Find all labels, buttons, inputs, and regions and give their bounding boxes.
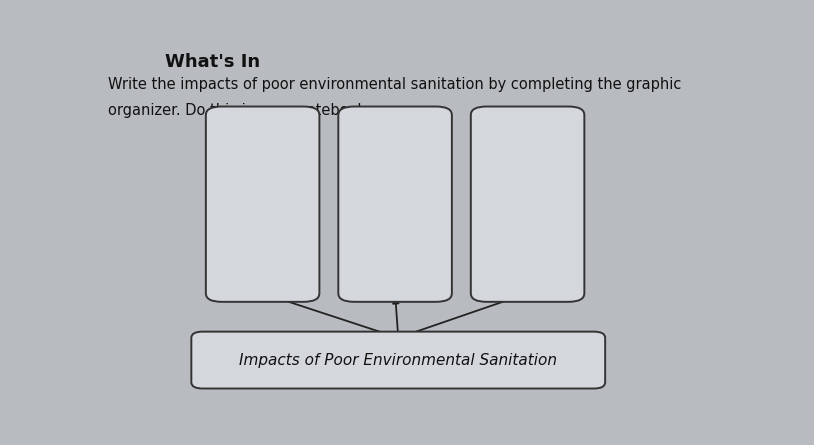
FancyBboxPatch shape <box>470 106 584 302</box>
Text: organizer. Do this in your notebook.: organizer. Do this in your notebook. <box>108 103 371 118</box>
Text: What's In: What's In <box>164 53 260 71</box>
Text: Impacts of Poor Environmental Sanitation: Impacts of Poor Environmental Sanitation <box>239 352 558 368</box>
FancyBboxPatch shape <box>191 332 605 388</box>
FancyBboxPatch shape <box>339 106 452 302</box>
FancyBboxPatch shape <box>206 106 319 302</box>
Text: Write the impacts of poor environmental sanitation by completing the graphic: Write the impacts of poor environmental … <box>108 77 681 93</box>
